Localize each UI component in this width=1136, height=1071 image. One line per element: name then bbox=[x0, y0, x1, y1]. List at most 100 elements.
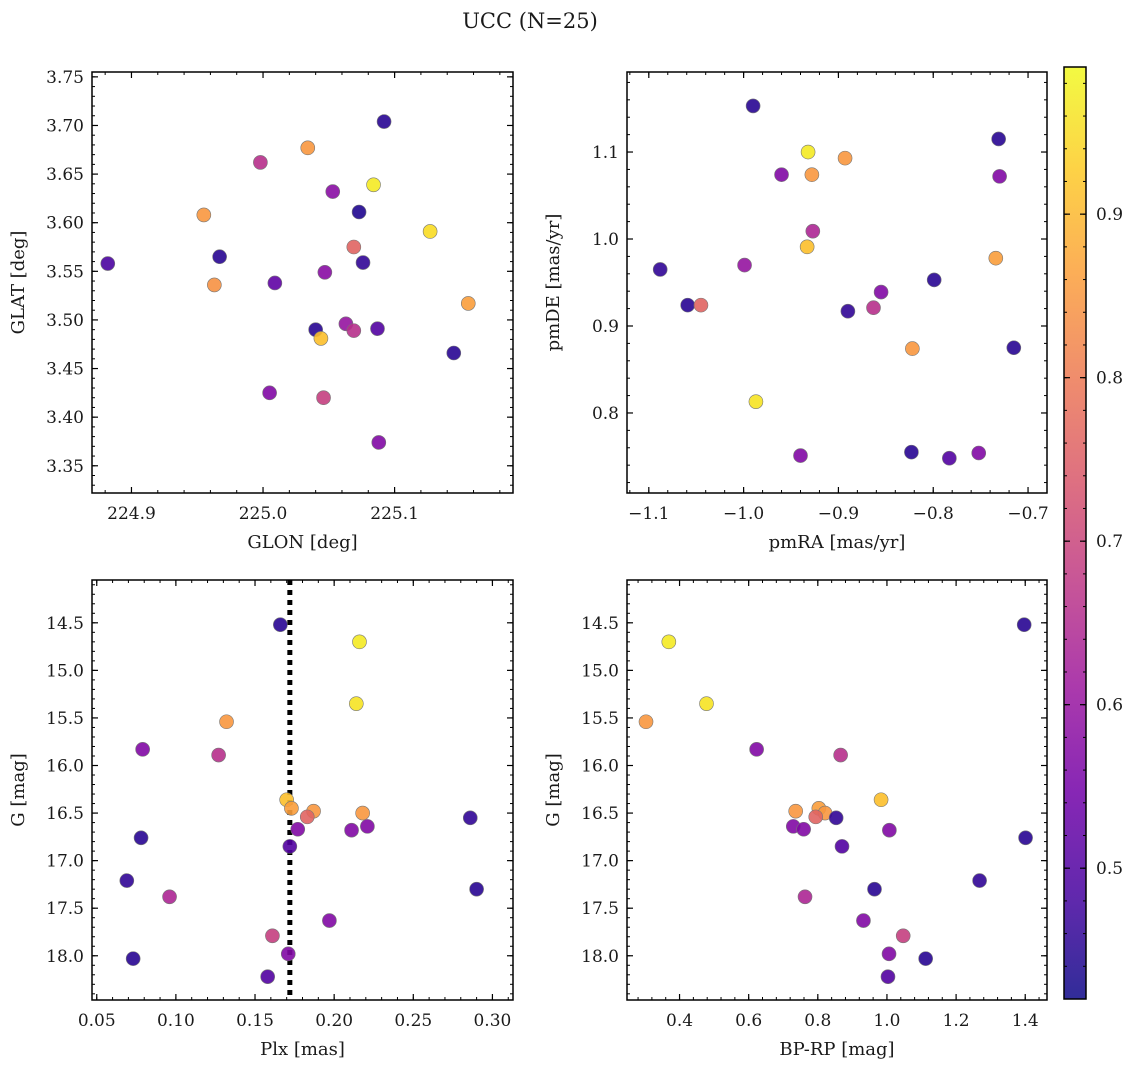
data-point bbox=[638, 714, 654, 730]
data-point bbox=[991, 131, 1006, 147]
data-point bbox=[322, 913, 337, 928]
data-point bbox=[918, 951, 933, 966]
x-axis-label: GLON [deg] bbox=[247, 532, 357, 553]
data-point bbox=[280, 946, 296, 962]
data-point bbox=[462, 810, 478, 826]
data-point bbox=[799, 239, 815, 255]
data-point bbox=[873, 284, 889, 300]
y-tick-label: 3.70 bbox=[46, 116, 84, 136]
data-point bbox=[793, 448, 808, 463]
data-point bbox=[262, 385, 277, 401]
data-point bbox=[1016, 617, 1032, 633]
plot-frame bbox=[91, 579, 514, 1001]
data-point bbox=[661, 634, 677, 650]
data-point bbox=[366, 177, 381, 193]
data-point bbox=[1006, 340, 1022, 356]
data-point bbox=[360, 819, 375, 834]
colorbar-tick-label: 0.5 bbox=[1096, 859, 1123, 879]
y-tick-label: 14.5 bbox=[46, 614, 84, 634]
data-point bbox=[840, 303, 856, 319]
x-tick-label: 0.15 bbox=[236, 1011, 274, 1031]
data-point bbox=[207, 277, 222, 293]
y-tick-label: 3.35 bbox=[46, 457, 84, 477]
x-tick-label: 1.2 bbox=[943, 1011, 970, 1031]
colorbar-tick-label: 0.6 bbox=[1096, 696, 1123, 716]
data-point bbox=[749, 742, 764, 757]
data-point bbox=[260, 969, 275, 984]
x-axis-label: pmRA [mas/yr] bbox=[769, 532, 906, 553]
data-point bbox=[422, 224, 438, 239]
y-tick-label: 3.60 bbox=[46, 214, 84, 234]
y-tick-label: 0.8 bbox=[592, 404, 619, 424]
data-point bbox=[837, 150, 853, 166]
data-point bbox=[211, 747, 226, 763]
data-point bbox=[699, 696, 714, 711]
x-tick-label: 225.0 bbox=[239, 504, 288, 524]
data-point bbox=[808, 809, 824, 825]
data-point bbox=[299, 809, 315, 825]
x-tick-label: 0.20 bbox=[315, 1011, 353, 1031]
colorbar-frame bbox=[1063, 66, 1087, 1000]
x-tick-label: −0.9 bbox=[818, 504, 859, 524]
colorbar-tick-label: 0.7 bbox=[1096, 532, 1123, 552]
data-point bbox=[988, 250, 1004, 266]
data-point bbox=[282, 839, 298, 854]
data-point bbox=[119, 873, 135, 888]
x-tick-label: 0.25 bbox=[394, 1011, 432, 1031]
data-point bbox=[265, 928, 280, 944]
data-point bbox=[133, 830, 149, 846]
data-point bbox=[273, 617, 288, 633]
x-tick-label: 0.05 bbox=[78, 1011, 116, 1031]
y-tick-label: 18.0 bbox=[581, 947, 619, 967]
data-point bbox=[652, 262, 668, 277]
plot-frame bbox=[626, 71, 1048, 494]
data-point bbox=[800, 144, 816, 160]
y-tick-label: 14.5 bbox=[581, 614, 619, 634]
data-point bbox=[355, 805, 370, 821]
data-point bbox=[371, 435, 387, 450]
colorbar-tick-label: 0.8 bbox=[1096, 369, 1123, 389]
y-axis-label: GLAT [deg] bbox=[8, 231, 29, 335]
data-point bbox=[866, 300, 881, 316]
x-tick-label: −0.8 bbox=[913, 504, 954, 524]
panel-parallax-magnitude: 0.05 0.10 0.15 0.20 0.25 0.30 14.5 15.0 15.5 16.0… bbox=[8, 579, 514, 1060]
y-tick-label: 17.0 bbox=[581, 852, 619, 872]
data-point bbox=[805, 223, 821, 239]
plot-frame bbox=[91, 71, 514, 494]
x-axis-label: BP-RP [mag] bbox=[779, 1039, 894, 1060]
colorbar: 0.5 0.6 0.7 0.8 0.9 bbox=[1063, 66, 1123, 1000]
data-point bbox=[880, 969, 896, 984]
data-point bbox=[352, 634, 367, 650]
x-tick-label: 224.9 bbox=[107, 504, 156, 524]
x-tick-label: 0.8 bbox=[804, 1011, 831, 1031]
data-point bbox=[253, 155, 268, 170]
y-tick-label: 18.0 bbox=[46, 947, 84, 967]
data-point bbox=[351, 204, 367, 220]
x-tick-label: −0.7 bbox=[1007, 504, 1048, 524]
data-point bbox=[100, 256, 116, 271]
data-point bbox=[316, 390, 331, 406]
data-point bbox=[219, 714, 234, 730]
data-point bbox=[737, 257, 752, 273]
data-point bbox=[680, 297, 695, 313]
y-tick-label: 0.9 bbox=[592, 317, 619, 337]
panel-galactic-coordinates: 224.9 225.0 225.1 3.35 3.40 3.45 3.50 3.55 3.60 3… bbox=[8, 68, 514, 553]
data-point bbox=[774, 167, 789, 182]
data-point bbox=[212, 249, 227, 265]
x-tick-label: 225.1 bbox=[370, 504, 419, 524]
colorbar-tick-label: 0.9 bbox=[1096, 205, 1123, 225]
data-point bbox=[162, 889, 177, 905]
figure-title: UCC (N=25) bbox=[462, 9, 598, 33]
data-point bbox=[804, 167, 820, 182]
data-point bbox=[971, 445, 987, 461]
data-point bbox=[446, 345, 462, 361]
data-point bbox=[290, 821, 306, 837]
panels: 224.9 225.0 225.1 3.35 3.40 3.45 3.50 3.55 3.60 3… bbox=[8, 68, 1049, 1060]
data-point bbox=[469, 881, 484, 897]
y-tick-label: 16.0 bbox=[46, 757, 84, 777]
data-point bbox=[460, 296, 476, 311]
data-point bbox=[349, 696, 364, 711]
y-tick-label: 15.5 bbox=[46, 709, 84, 729]
